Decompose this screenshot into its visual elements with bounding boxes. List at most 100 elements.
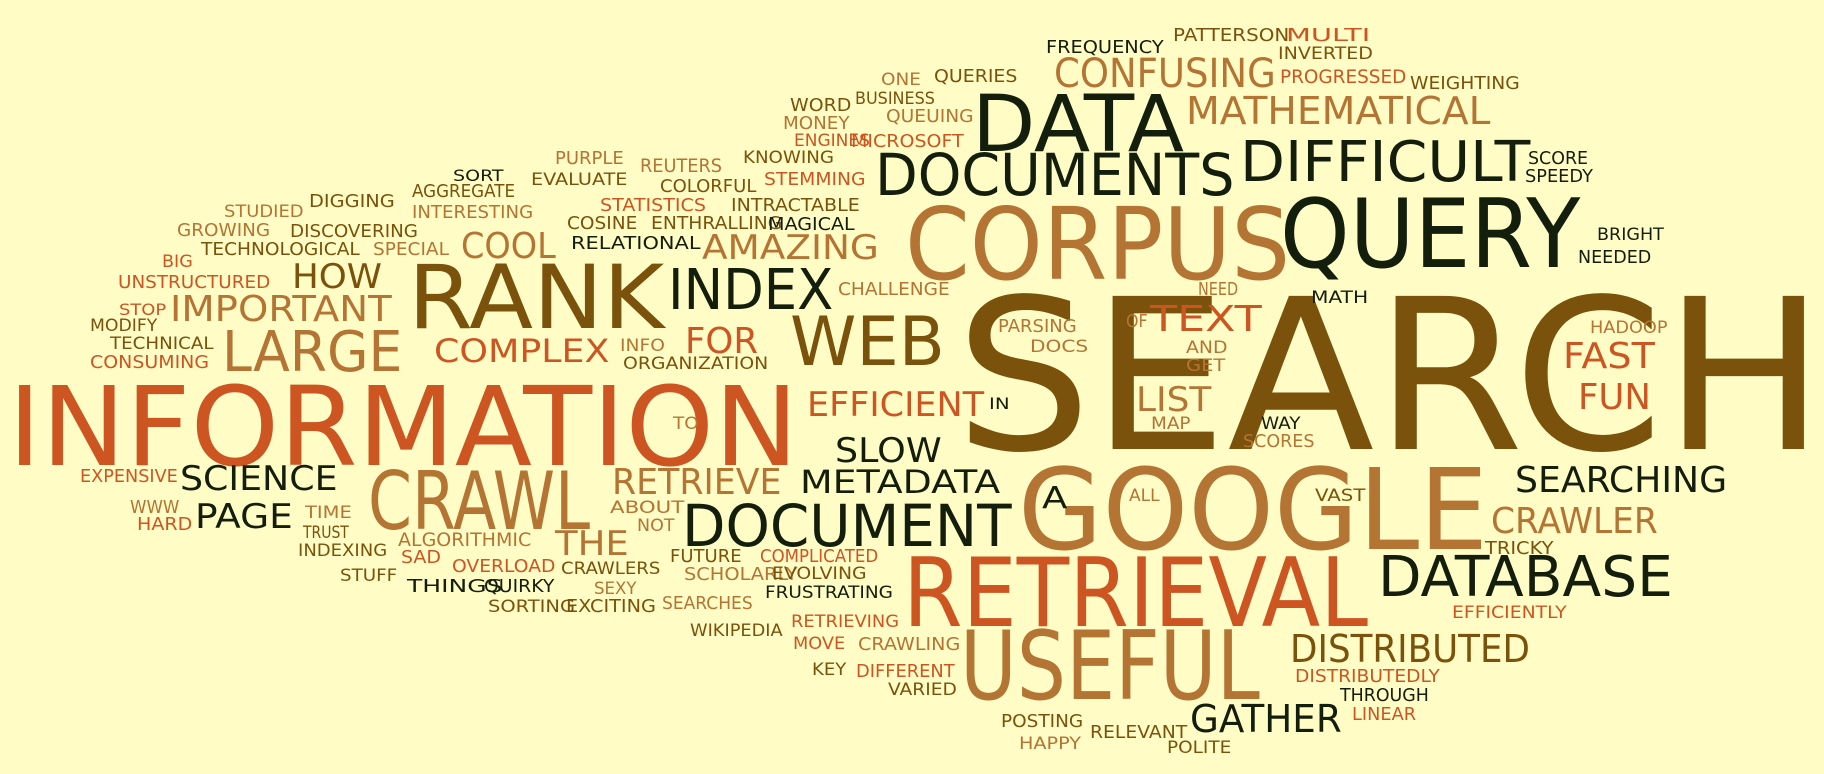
word-about: ABOUT	[610, 498, 685, 518]
word-searching: SEARCHING	[1515, 460, 1728, 501]
word-knowing: KNOWING	[743, 148, 835, 168]
word-for: FOR	[685, 321, 759, 362]
word-all: ALL	[1129, 486, 1160, 506]
word-cosine: COSINE	[567, 213, 638, 234]
word-one: ONE	[881, 70, 921, 90]
word-inverted: INVERTED	[1278, 44, 1373, 64]
word-a: A	[1042, 481, 1068, 516]
word-complicated: COMPLICATED	[760, 546, 879, 567]
word-linear: LINEAR	[1352, 704, 1417, 725]
word-google: GOOGLE	[1018, 446, 1489, 576]
word-efficient: EFFICIENT	[807, 385, 985, 425]
word-modify: MODIFY	[90, 316, 158, 336]
word-studied: STUDIED	[224, 202, 304, 222]
word-slow: SLOW	[835, 431, 942, 471]
word-discovering: DISCOVERING	[290, 221, 418, 242]
word-cool: COOL	[461, 226, 556, 267]
word-query: QUERY	[1280, 180, 1581, 290]
word-enthralling: ENTHRALLING	[651, 213, 783, 234]
word-time: TIME	[305, 503, 352, 523]
word-documents: DOCUMENTS	[875, 141, 1235, 209]
word-speedy: SPEEDY	[1525, 166, 1593, 187]
word-not: NOT	[637, 516, 675, 536]
word-magical: MAGICAL	[768, 214, 855, 235]
word-of: OF	[1126, 311, 1148, 332]
word-crawler: CRAWLER	[1491, 501, 1658, 542]
word-retrieving: RETRIEVING	[791, 612, 900, 632]
word-fast: FAST	[1563, 336, 1655, 377]
word-retrieval: RETRIEVAL	[903, 539, 1369, 649]
word-word: WORD	[790, 95, 852, 116]
word-business: BUSINESS	[855, 89, 935, 109]
word-queries: QUERIES	[934, 66, 1018, 87]
word-expensive: EXPENSIVE	[80, 466, 178, 487]
word-needed: NEEDED	[1578, 247, 1652, 268]
word-page: PAGE	[195, 497, 293, 537]
word-relevant: RELEVANT	[1090, 722, 1188, 743]
word-frequency: FREQUENCY	[1046, 37, 1164, 58]
word-sorting: SORTING	[488, 597, 576, 617]
word-distributedly: DISTRIBUTEDLY	[1295, 666, 1440, 687]
word-useful: USEFUL	[960, 612, 1260, 722]
word-the: THE	[555, 524, 629, 564]
word-posting: POSTING	[1001, 711, 1084, 732]
word-sort: SORT	[453, 166, 504, 185]
word-algorithmic: ALGORITHMIC	[398, 529, 532, 551]
word-through: THROUGH	[1340, 685, 1429, 706]
word-index: INDEX	[668, 258, 834, 323]
word-happy: HAPPY	[1019, 734, 1081, 754]
word-relational: RELATIONAL	[571, 233, 701, 254]
word-reuters: REUTERS	[640, 155, 723, 177]
word-data: DATA	[972, 80, 1185, 170]
word-different: DIFFERENT	[856, 661, 955, 682]
word-patterson: PATTERSON	[1173, 25, 1290, 46]
word-fun: FUN	[1578, 377, 1651, 418]
word-things: THINGS	[407, 576, 503, 597]
word-and: AND	[1186, 338, 1228, 358]
word-move: MOVE	[793, 634, 846, 654]
word-weighting: WEIGHTING	[1410, 73, 1520, 94]
word-amazing: AMAZING	[702, 228, 879, 268]
word-need: NEED	[1198, 279, 1239, 300]
word-stuff: STUFF	[340, 566, 398, 586]
word-future: FUTURE	[670, 546, 742, 567]
word-evaluate: EVALUATE	[531, 170, 628, 190]
word-stop: STOP	[119, 300, 167, 319]
word-polite: POLITE	[1167, 738, 1232, 758]
word-document: DOCUMENT	[682, 492, 1012, 560]
word-quirky: QUIRKY	[484, 576, 555, 597]
word-retrieve: RETRIEVE	[612, 462, 782, 503]
word-math: MATH	[1311, 288, 1369, 308]
word-engines: ENGINES	[794, 131, 870, 151]
word-confusing: CONFUSING	[1054, 51, 1276, 97]
word-digging: DIGGING	[309, 191, 395, 212]
word-wikipedia: WIKIPEDIA	[690, 621, 783, 641]
word-corpus: CORPUS	[905, 186, 1291, 303]
word-hard: HARD	[137, 514, 193, 535]
word-large: LARGE	[222, 320, 403, 385]
word-efficiently: EFFICIENTLY	[1452, 603, 1567, 623]
word-aggregate: AGGREGATE	[412, 181, 516, 202]
word-microsoft: MICROSOFT	[851, 131, 964, 152]
word-unstructured: UNSTRUCTURED	[118, 272, 271, 293]
word-organization: ORGANIZATION	[623, 354, 769, 374]
word-purple: PURPLE	[555, 148, 624, 169]
word-hadoop: HADOOP	[1590, 318, 1668, 338]
word-overload: OVERLOAD	[452, 556, 556, 577]
word-mathematical: MATHEMATICAL	[1186, 89, 1491, 133]
word-list: LIST	[1136, 380, 1212, 420]
word-tricky: TRICKY	[1485, 538, 1554, 559]
word-frustrating: FRUSTRATING	[765, 583, 893, 603]
word-money: MONEY	[783, 113, 850, 134]
word-big: BIG	[162, 252, 193, 272]
word-database: DATABASE	[1378, 545, 1673, 610]
word-scholarly: SCHOLARLY	[684, 564, 798, 585]
word-technical: TECHNICAL	[110, 334, 214, 354]
word-evolving: EVOLVING	[772, 564, 867, 584]
word-to: TO	[673, 414, 699, 434]
word-information: INFORMATION	[8, 363, 799, 491]
word-progressed: PROGRESSED	[1280, 66, 1407, 88]
word-www: WWW	[130, 497, 180, 518]
word-rank: RANK	[408, 246, 665, 349]
word-sad: SAD	[401, 547, 441, 568]
